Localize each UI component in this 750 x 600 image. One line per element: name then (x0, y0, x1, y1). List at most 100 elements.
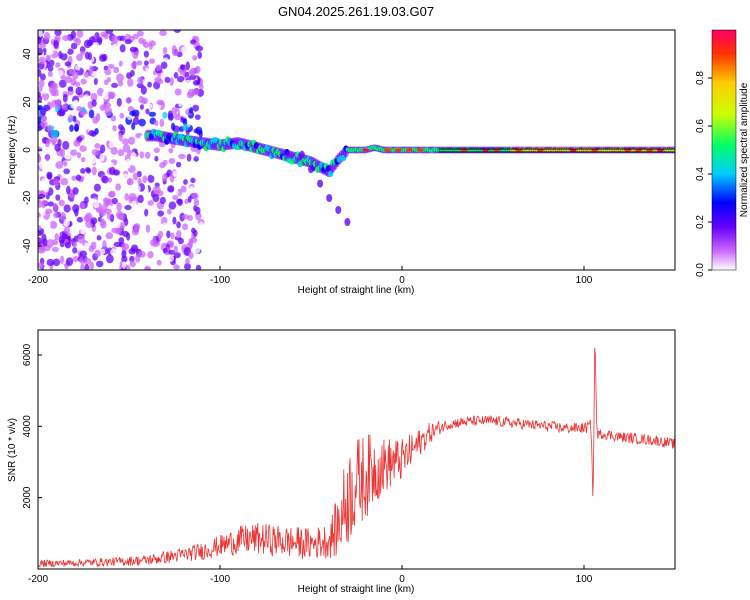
spectrogram-cell (132, 49, 139, 59)
spectrogram-cell (193, 156, 199, 162)
spectrogram-cell (140, 85, 147, 95)
spectrogram-cell (183, 262, 191, 270)
spectrogram-cell (130, 61, 137, 69)
spectrogram-cell (42, 185, 50, 193)
spectrogram-cell (145, 103, 153, 109)
spectrogram-cell (52, 89, 60, 97)
spectrogram-cell (84, 263, 90, 270)
spectrogram-cell (47, 65, 54, 72)
spectrogram-cell (64, 241, 72, 249)
spectrogram-cell (81, 106, 86, 113)
spectrogram-peak (405, 148, 413, 152)
spectrogram-cell (38, 30, 43, 38)
spectrogram-cell (41, 178, 48, 187)
spectrogram-cell (59, 132, 65, 138)
spectrogram-cell (60, 177, 69, 186)
spectrogram-cell (99, 153, 105, 162)
spectrogram-cell (138, 251, 146, 258)
spectrogram-cell (176, 230, 182, 238)
spectrogram-cell (185, 32, 192, 40)
spectrogram-cell (107, 177, 113, 183)
spectrogram-cell (139, 104, 144, 110)
spectrogram-cell (164, 76, 171, 83)
spectrogram-cell (46, 171, 53, 180)
spectrogram-cell (45, 120, 54, 127)
spectrogram-cell (167, 255, 174, 262)
spectrogram-cell (182, 118, 188, 126)
spectrogram-cell (105, 254, 114, 264)
spectrogram-cell (58, 235, 65, 244)
spectrogram-cell (174, 88, 182, 96)
spectrogram-cell (182, 214, 190, 220)
spectrogram-cell (55, 98, 61, 108)
spectrogram-cell (138, 118, 146, 127)
colorbar-tick-label: 0.4 (695, 167, 706, 181)
spectrogram-tail-cell (335, 206, 342, 214)
spectrogram-cell (53, 212, 59, 219)
spectrogram-cell (91, 99, 97, 107)
spectrogram-cell (45, 154, 50, 162)
spectrogram-cell (124, 218, 129, 226)
spectrogram-cell (42, 238, 48, 247)
spectrogram-cell (80, 263, 85, 270)
spectrogram-cell (117, 81, 124, 87)
spectrogram-cell (47, 201, 55, 207)
spectrogram-cell (188, 74, 197, 80)
spectrogram-cell (83, 140, 89, 147)
spectrogram-cell (174, 188, 179, 197)
spectrogram-cell (38, 111, 41, 118)
spectrogram-cell (162, 173, 168, 182)
spectrogram-peak (394, 148, 402, 152)
spectrogram-cell (166, 89, 172, 97)
snr-y-tick-label: 2000 (22, 486, 33, 509)
spectrogram-cell (93, 78, 98, 86)
spectrogram-cell (72, 256, 79, 263)
spectrogram-cell (98, 66, 104, 73)
spectrogram-cell (75, 86, 83, 96)
spectrogram-cell (95, 260, 104, 268)
spectrogram-cell (140, 260, 147, 267)
spectrogram-cell (47, 124, 52, 133)
spectrogram-cell (59, 211, 67, 221)
spectrogram-cell (64, 61, 72, 67)
spectrogram-cell (63, 153, 72, 160)
spectrogram-peak (416, 148, 424, 152)
spectrogram-cell (101, 175, 109, 184)
spectrogram-cell (99, 144, 106, 154)
spectrogram-y-tick-label: 0 (22, 147, 33, 153)
spectrogram-cell (125, 97, 132, 104)
spectrogram-cell (104, 102, 112, 108)
spectrogram-cell (38, 138, 42, 145)
spectrogram-cell (148, 42, 153, 50)
spectrogram-cell (121, 255, 128, 263)
spectrogram-cell (152, 185, 161, 194)
spectrogram-cell (69, 149, 78, 156)
spectrogram-cell (54, 233, 59, 240)
spectrogram-cell (105, 30, 114, 35)
spectrogram-cell (184, 79, 192, 86)
spectrogram-cell (173, 264, 180, 270)
spectrogram-cell (96, 95, 102, 102)
spectrogram-cell (55, 62, 61, 68)
spectrogram-cell (117, 149, 125, 157)
spectrogram-cell (69, 212, 76, 220)
spectrogram-cell (145, 67, 150, 76)
spectrogram-cell (171, 49, 179, 57)
spectrogram-cell (111, 197, 118, 205)
spectrogram-tail-cell (317, 179, 324, 188)
spectrogram-peak (383, 148, 391, 152)
spectrogram-peak (362, 148, 370, 152)
spectrogram-cell (63, 226, 71, 235)
spectrogram-y-tick-label: 40 (22, 48, 33, 60)
spectrogram-cell (129, 260, 136, 268)
spectrogram-cell (191, 192, 199, 200)
spectrogram-cell (83, 94, 90, 103)
spectrogram-cell (177, 198, 183, 206)
spectrogram-cell (118, 60, 123, 67)
spectrogram-cell (134, 112, 139, 119)
spectrogram-cell (124, 49, 130, 56)
spectrogram-cell (132, 33, 139, 40)
spectrogram-cell (96, 36, 103, 43)
spectrogram-cell (162, 247, 168, 254)
spectrogram-cell (119, 35, 126, 42)
